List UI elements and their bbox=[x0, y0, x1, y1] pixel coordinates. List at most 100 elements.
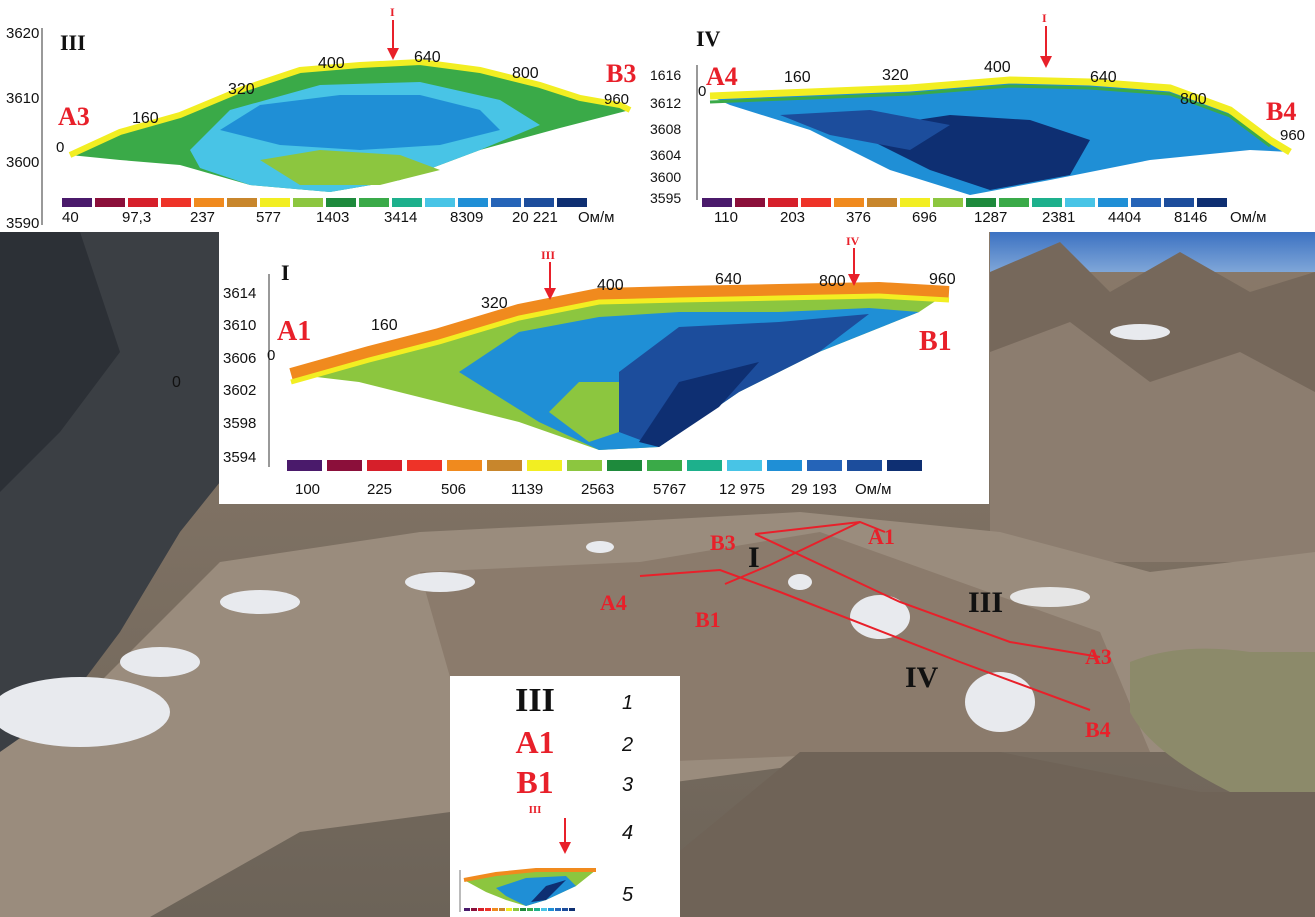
elev-tick: 3600 bbox=[650, 169, 681, 185]
resistivity-scale bbox=[702, 198, 1227, 207]
scale-label: 8146 bbox=[1174, 209, 1207, 226]
distance-tick: 160 bbox=[132, 110, 159, 127]
section-thumbnail-icon bbox=[459, 868, 596, 912]
arrow-down-icon bbox=[387, 48, 399, 60]
scale-swatch bbox=[458, 198, 488, 207]
scale-label: 1403 bbox=[316, 209, 349, 226]
scale-swatch bbox=[527, 908, 533, 911]
scale-swatch bbox=[194, 198, 224, 207]
profile-iv-panel: 1616 3612 3608 3604 3600 3595 IV A4 B4 0… bbox=[650, 0, 1315, 232]
elev-tick: 3604 bbox=[650, 147, 681, 163]
scale-swatch bbox=[541, 908, 547, 911]
scale-swatch bbox=[464, 908, 470, 911]
scale-swatch bbox=[567, 460, 602, 471]
distance-tick: 320 bbox=[882, 67, 909, 84]
scale-swatch bbox=[520, 908, 526, 911]
profile-start-label: A3 bbox=[58, 102, 90, 131]
arrow-down-icon bbox=[1040, 56, 1052, 68]
photo-label-iv: IV bbox=[905, 661, 939, 694]
cross-marker-label: I bbox=[390, 5, 395, 19]
scale-swatch bbox=[287, 460, 322, 471]
scale-swatch bbox=[326, 198, 356, 207]
arrow-down-icon bbox=[848, 274, 860, 286]
scale-swatch bbox=[485, 908, 491, 911]
legend-symbol-profile: III bbox=[515, 682, 555, 719]
scale-swatch bbox=[834, 198, 864, 207]
scale-label: 696 bbox=[912, 209, 937, 226]
distance-tick: 640 bbox=[1090, 69, 1117, 86]
scale-swatch bbox=[801, 198, 831, 207]
distance-tick: 800 bbox=[1180, 91, 1207, 108]
resistivity-scale bbox=[62, 198, 587, 207]
distance-tick: 320 bbox=[481, 295, 508, 312]
profile-title: III bbox=[60, 30, 86, 55]
legend-symbol-start: A1 bbox=[515, 724, 555, 760]
distance-tick: 400 bbox=[984, 59, 1011, 76]
distance-tick: 320 bbox=[228, 81, 255, 98]
profile-start-label: A4 bbox=[706, 62, 738, 91]
distance-tick: 960 bbox=[1280, 127, 1305, 144]
scale-label: 2381 bbox=[1042, 209, 1075, 226]
scale-swatch bbox=[562, 908, 568, 911]
scale-swatch bbox=[727, 460, 762, 471]
scale-swatch bbox=[1098, 198, 1128, 207]
elev-tick: 3598 bbox=[223, 415, 256, 432]
scale-swatch bbox=[327, 460, 362, 471]
photo-label-a4: A4 bbox=[600, 590, 627, 615]
scale-swatch bbox=[768, 198, 798, 207]
elev-tick: 3610 bbox=[223, 317, 256, 334]
distance-tick: 400 bbox=[597, 277, 624, 294]
elev-tick: 1616 bbox=[650, 67, 681, 83]
scale-swatch bbox=[1197, 198, 1227, 207]
scale-swatch bbox=[367, 460, 402, 471]
profile-end-label: B3 bbox=[606, 59, 636, 88]
scale-label: 237 bbox=[190, 209, 215, 226]
scale-label: 12 975 bbox=[719, 481, 765, 498]
legend-number: 4 bbox=[622, 822, 634, 844]
scale-swatch bbox=[392, 198, 422, 207]
profile-title: IV bbox=[696, 26, 721, 51]
scale-label: 376 bbox=[846, 209, 871, 226]
cross-marker-label: I bbox=[1042, 11, 1047, 25]
scale-label: 29 193 bbox=[791, 481, 837, 498]
scale-swatch bbox=[966, 198, 996, 207]
legend-row: III 4 bbox=[450, 804, 680, 854]
legend-number: 5 bbox=[622, 884, 634, 906]
distance-tick: 960 bbox=[929, 271, 956, 288]
scale-swatch bbox=[407, 460, 442, 471]
resistivity-scale bbox=[287, 460, 922, 471]
scale-swatch bbox=[887, 460, 922, 471]
cross-marker-label: III bbox=[541, 248, 555, 262]
scale-swatch bbox=[847, 460, 882, 471]
scale-swatch bbox=[999, 198, 1029, 207]
scale-swatch bbox=[62, 198, 92, 207]
elev-tick: 3620 bbox=[6, 25, 39, 42]
legend-row: B1 3 bbox=[450, 764, 680, 804]
scale-swatch bbox=[867, 198, 897, 207]
distance-tick: 960 bbox=[604, 91, 629, 108]
distance-tick: 0 bbox=[56, 139, 64, 156]
scale-swatch bbox=[534, 908, 540, 911]
legend-number: 1 bbox=[622, 692, 634, 714]
profile-end-label: B1 bbox=[919, 326, 952, 357]
scale-swatch bbox=[735, 198, 765, 207]
legend-symbol-end: B1 bbox=[516, 764, 554, 800]
legend: III 1 A1 2 B1 3 III 4 5 bbox=[450, 676, 680, 917]
legend-row: III 1 bbox=[450, 682, 680, 722]
scale-swatch bbox=[1065, 198, 1095, 207]
elev-tick: 3612 bbox=[650, 95, 681, 111]
scale-swatch bbox=[1164, 198, 1194, 207]
scale-label: 506 bbox=[441, 481, 466, 498]
scale-swatch bbox=[499, 908, 505, 911]
distance-tick: 160 bbox=[784, 69, 811, 86]
scale-swatch bbox=[557, 198, 587, 207]
distance-tick: 0 bbox=[267, 347, 275, 364]
scale-label: 1139 bbox=[511, 481, 543, 498]
scale-label: 3414 bbox=[384, 209, 417, 226]
elev-tick: 3610 bbox=[6, 90, 39, 107]
scale-swatch bbox=[425, 198, 455, 207]
scale-swatch bbox=[1131, 198, 1161, 207]
legend-number: 2 bbox=[622, 734, 634, 756]
distance-tick: 400 bbox=[318, 55, 345, 72]
scale-swatch bbox=[471, 908, 477, 911]
